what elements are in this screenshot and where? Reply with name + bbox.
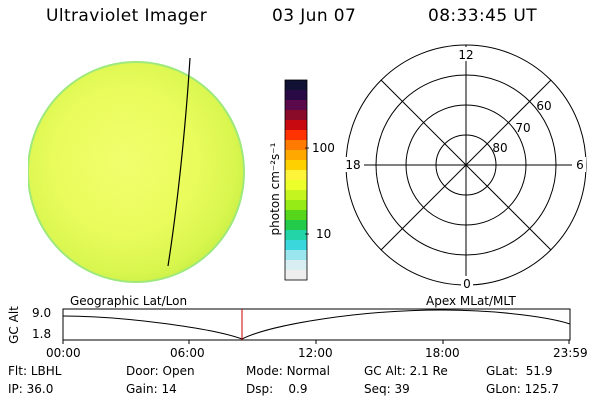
colorbar-segment [285, 240, 307, 251]
colorbar-segment [285, 170, 307, 181]
colorbar-segment [285, 120, 307, 131]
y-label-min: 1.8 [32, 327, 52, 341]
mlat-label: 80 [492, 141, 507, 155]
x-label: 00:00 [46, 346, 81, 360]
colorbar-tick-label: 10 [316, 227, 332, 241]
timeline-plot [62, 308, 571, 344]
colorbar-segment [285, 150, 307, 161]
colorbar-segment [285, 140, 307, 151]
observation-time: 08:33:45 UT [428, 6, 537, 26]
colorbar [284, 79, 309, 281]
mlat-label: 70 [515, 121, 530, 135]
colorbar-segment [285, 160, 307, 171]
filter-status: Flt: LBHL [8, 364, 62, 378]
glat-status: GLat: 51.9 [486, 364, 553, 378]
colorbar-segment [285, 270, 307, 281]
altitude-curve [62, 309, 571, 340]
colorbar-segment [285, 90, 307, 101]
mlt-label-dusk: 18 [345, 158, 360, 172]
gc-alt-axis-label: GC Alt [7, 306, 21, 344]
colorbar-segment [285, 260, 307, 271]
mode-status: Mode: Normal [246, 364, 330, 378]
polar-diagonal [380, 79, 552, 251]
colorbar-segment [285, 130, 307, 141]
colorbar-segment [285, 250, 307, 261]
colorbar-segment [285, 100, 307, 111]
colorbar-segment [285, 200, 307, 211]
instrument-title: Ultraviolet Imager [46, 6, 208, 26]
polar-plot: 12 18 6 0 60 70 80 [342, 44, 587, 291]
mlt-label-midnight: 0 [463, 277, 471, 291]
colorbar-segment [285, 220, 307, 231]
colorbar-segment [285, 80, 307, 91]
x-label: 23:59 [553, 346, 588, 360]
glon-status: GLon: 125.7 [486, 382, 559, 396]
image-texture [28, 62, 244, 282]
colorbar-segment [285, 190, 307, 201]
timeline-frame [62, 308, 571, 341]
ip-status: IP: 36.0 [8, 382, 54, 396]
x-label: 18:00 [425, 346, 460, 360]
colorbar-tick-label: 100 [312, 141, 335, 155]
mlat-label: 60 [536, 99, 551, 113]
gain-status: Gain: 14 [126, 382, 177, 396]
x-label: 06:00 [170, 346, 205, 360]
apex-caption: Apex MLat/MLT [426, 294, 516, 308]
mlt-label-noon: 12 [458, 48, 473, 62]
door-status: Door: Open [126, 364, 195, 378]
colorbar-frame [284, 79, 308, 281]
colorbar-unit-label: photon cm⁻²s⁻¹ [268, 142, 282, 236]
uv-image [28, 57, 245, 283]
geographic-caption: Geographic Lat/Lon [70, 294, 188, 308]
mlt-label-dawn: 6 [576, 158, 584, 172]
observation-date: 03 Jun 07 [272, 6, 357, 26]
y-label-max: 9.0 [32, 306, 52, 320]
colorbar-segment [285, 180, 307, 191]
colorbar-segment [285, 110, 307, 121]
dsp-status: Dsp: 0.9 [246, 382, 308, 396]
x-label: 12:00 [298, 346, 333, 360]
terminator-line [167, 57, 191, 267]
gc-alt-status: GC Alt: 2.1 Re [364, 364, 448, 378]
colorbar-segment [285, 230, 307, 241]
colorbar-segment [285, 210, 307, 221]
seq-status: Seq: 39 [364, 382, 410, 396]
